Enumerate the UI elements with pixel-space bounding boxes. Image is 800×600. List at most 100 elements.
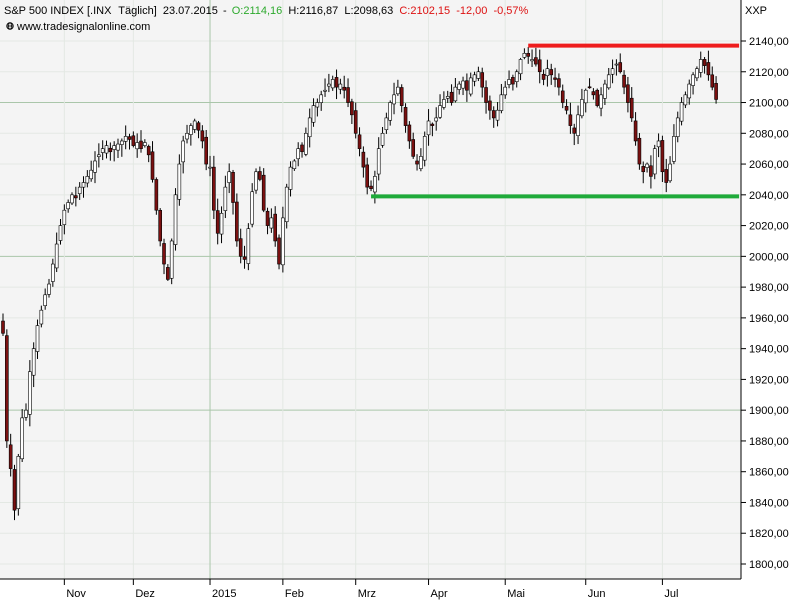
- candle-up: [181, 140, 185, 163]
- candle-up: [652, 148, 657, 175]
- candle-up: [610, 68, 615, 75]
- candle-down: [5, 335, 9, 442]
- candle-up: [461, 80, 465, 89]
- candle-up: [323, 89, 327, 92]
- candle-down: [158, 210, 162, 242]
- price-tick-label: 2140,00: [749, 36, 789, 48]
- candle-up: [112, 145, 116, 150]
- interval-label: Täglich]: [118, 5, 157, 17]
- candle-up: [81, 182, 86, 188]
- candle-up: [54, 243, 59, 269]
- candle-up: [281, 217, 285, 266]
- candle-up: [468, 77, 473, 95]
- price-tick-label: 2020,00: [749, 221, 789, 233]
- candle-down: [591, 91, 596, 96]
- candle-up: [503, 86, 508, 96]
- candle-up: [495, 109, 500, 121]
- candle-up: [304, 132, 308, 155]
- time-tick-label: 2015: [212, 588, 236, 600]
- candle-down: [415, 160, 419, 165]
- price-tick-label: 2080,00: [749, 128, 789, 140]
- candle-up: [116, 143, 120, 151]
- candle-down: [572, 127, 577, 134]
- candle-down: [334, 77, 339, 88]
- candle-up: [31, 348, 36, 376]
- price-tick-label: 1920,00: [749, 374, 789, 386]
- candle-up: [695, 68, 699, 79]
- candle-up: [311, 105, 316, 123]
- candle-down: [238, 238, 243, 257]
- candle-up: [426, 120, 431, 136]
- candle-down: [706, 62, 711, 76]
- close-value: C:2102,15: [399, 5, 450, 17]
- candle-up: [672, 136, 676, 162]
- candle-up: [93, 160, 97, 173]
- candle-up: [388, 102, 393, 121]
- candle-up: [192, 120, 197, 130]
- symbol-label: S&P 500 INDEX [.INX: [4, 5, 112, 17]
- candle-up: [28, 371, 32, 415]
- candle-down: [491, 110, 496, 119]
- candle-down: [511, 77, 515, 85]
- candle-up: [223, 186, 228, 211]
- price-tick-label: 1960,00: [749, 313, 789, 325]
- candle-down: [162, 243, 166, 265]
- plot-background: [0, 0, 741, 579]
- candle-up: [16, 456, 21, 510]
- candle-down: [231, 172, 235, 203]
- price-tick-label: 1940,00: [749, 344, 789, 356]
- candle-up: [292, 160, 297, 169]
- date-label: 23.07.2015: [163, 5, 218, 17]
- candle-down: [637, 137, 642, 165]
- candle-down: [664, 169, 669, 183]
- candle-up: [208, 166, 212, 169]
- candle-up: [327, 83, 331, 87]
- candle-down: [273, 213, 277, 242]
- candle-up: [185, 132, 189, 140]
- candle-up: [39, 309, 44, 325]
- change-value: -12,00: [456, 5, 487, 17]
- candle-up: [70, 194, 74, 204]
- candle-up: [143, 142, 147, 146]
- candle-down: [196, 122, 201, 131]
- candle-down: [526, 53, 531, 57]
- candle-up: [62, 209, 67, 225]
- candle-down: [353, 110, 358, 134]
- candle-up: [453, 86, 458, 102]
- candle-down: [258, 171, 262, 180]
- candle-up: [246, 228, 251, 264]
- candle-down: [74, 195, 78, 199]
- candle-up: [219, 212, 224, 235]
- candle-up: [514, 71, 519, 82]
- price-tick-label: 1820,00: [749, 528, 789, 540]
- candle-up: [530, 59, 534, 62]
- candle-down: [553, 77, 557, 80]
- candle-up: [288, 166, 293, 190]
- candle-up: [396, 86, 400, 95]
- candle-up: [392, 94, 396, 105]
- candle-up: [472, 74, 477, 82]
- candle-up: [296, 148, 301, 160]
- candle-down: [154, 179, 159, 211]
- candle-down: [568, 114, 573, 126]
- candle-up: [442, 99, 446, 108]
- candle-down: [480, 72, 485, 88]
- candle-up: [679, 102, 684, 122]
- candle-up: [507, 79, 511, 85]
- candle-up: [20, 417, 24, 460]
- time-tick-label: Jun: [588, 588, 606, 600]
- price-tick-label: 1900,00: [749, 405, 789, 417]
- candle-up: [599, 94, 603, 109]
- change-percent-value: -0,57%: [493, 5, 528, 17]
- candle-down: [12, 469, 17, 511]
- candle-up: [373, 176, 377, 193]
- candle-down: [361, 151, 366, 168]
- candle-up: [419, 156, 423, 169]
- candle-up: [422, 136, 427, 161]
- candle-up: [77, 186, 82, 194]
- candle-down: [629, 97, 634, 119]
- candle-up: [683, 94, 688, 106]
- time-tick-label: Mrz: [358, 588, 376, 600]
- candle-up: [254, 171, 258, 191]
